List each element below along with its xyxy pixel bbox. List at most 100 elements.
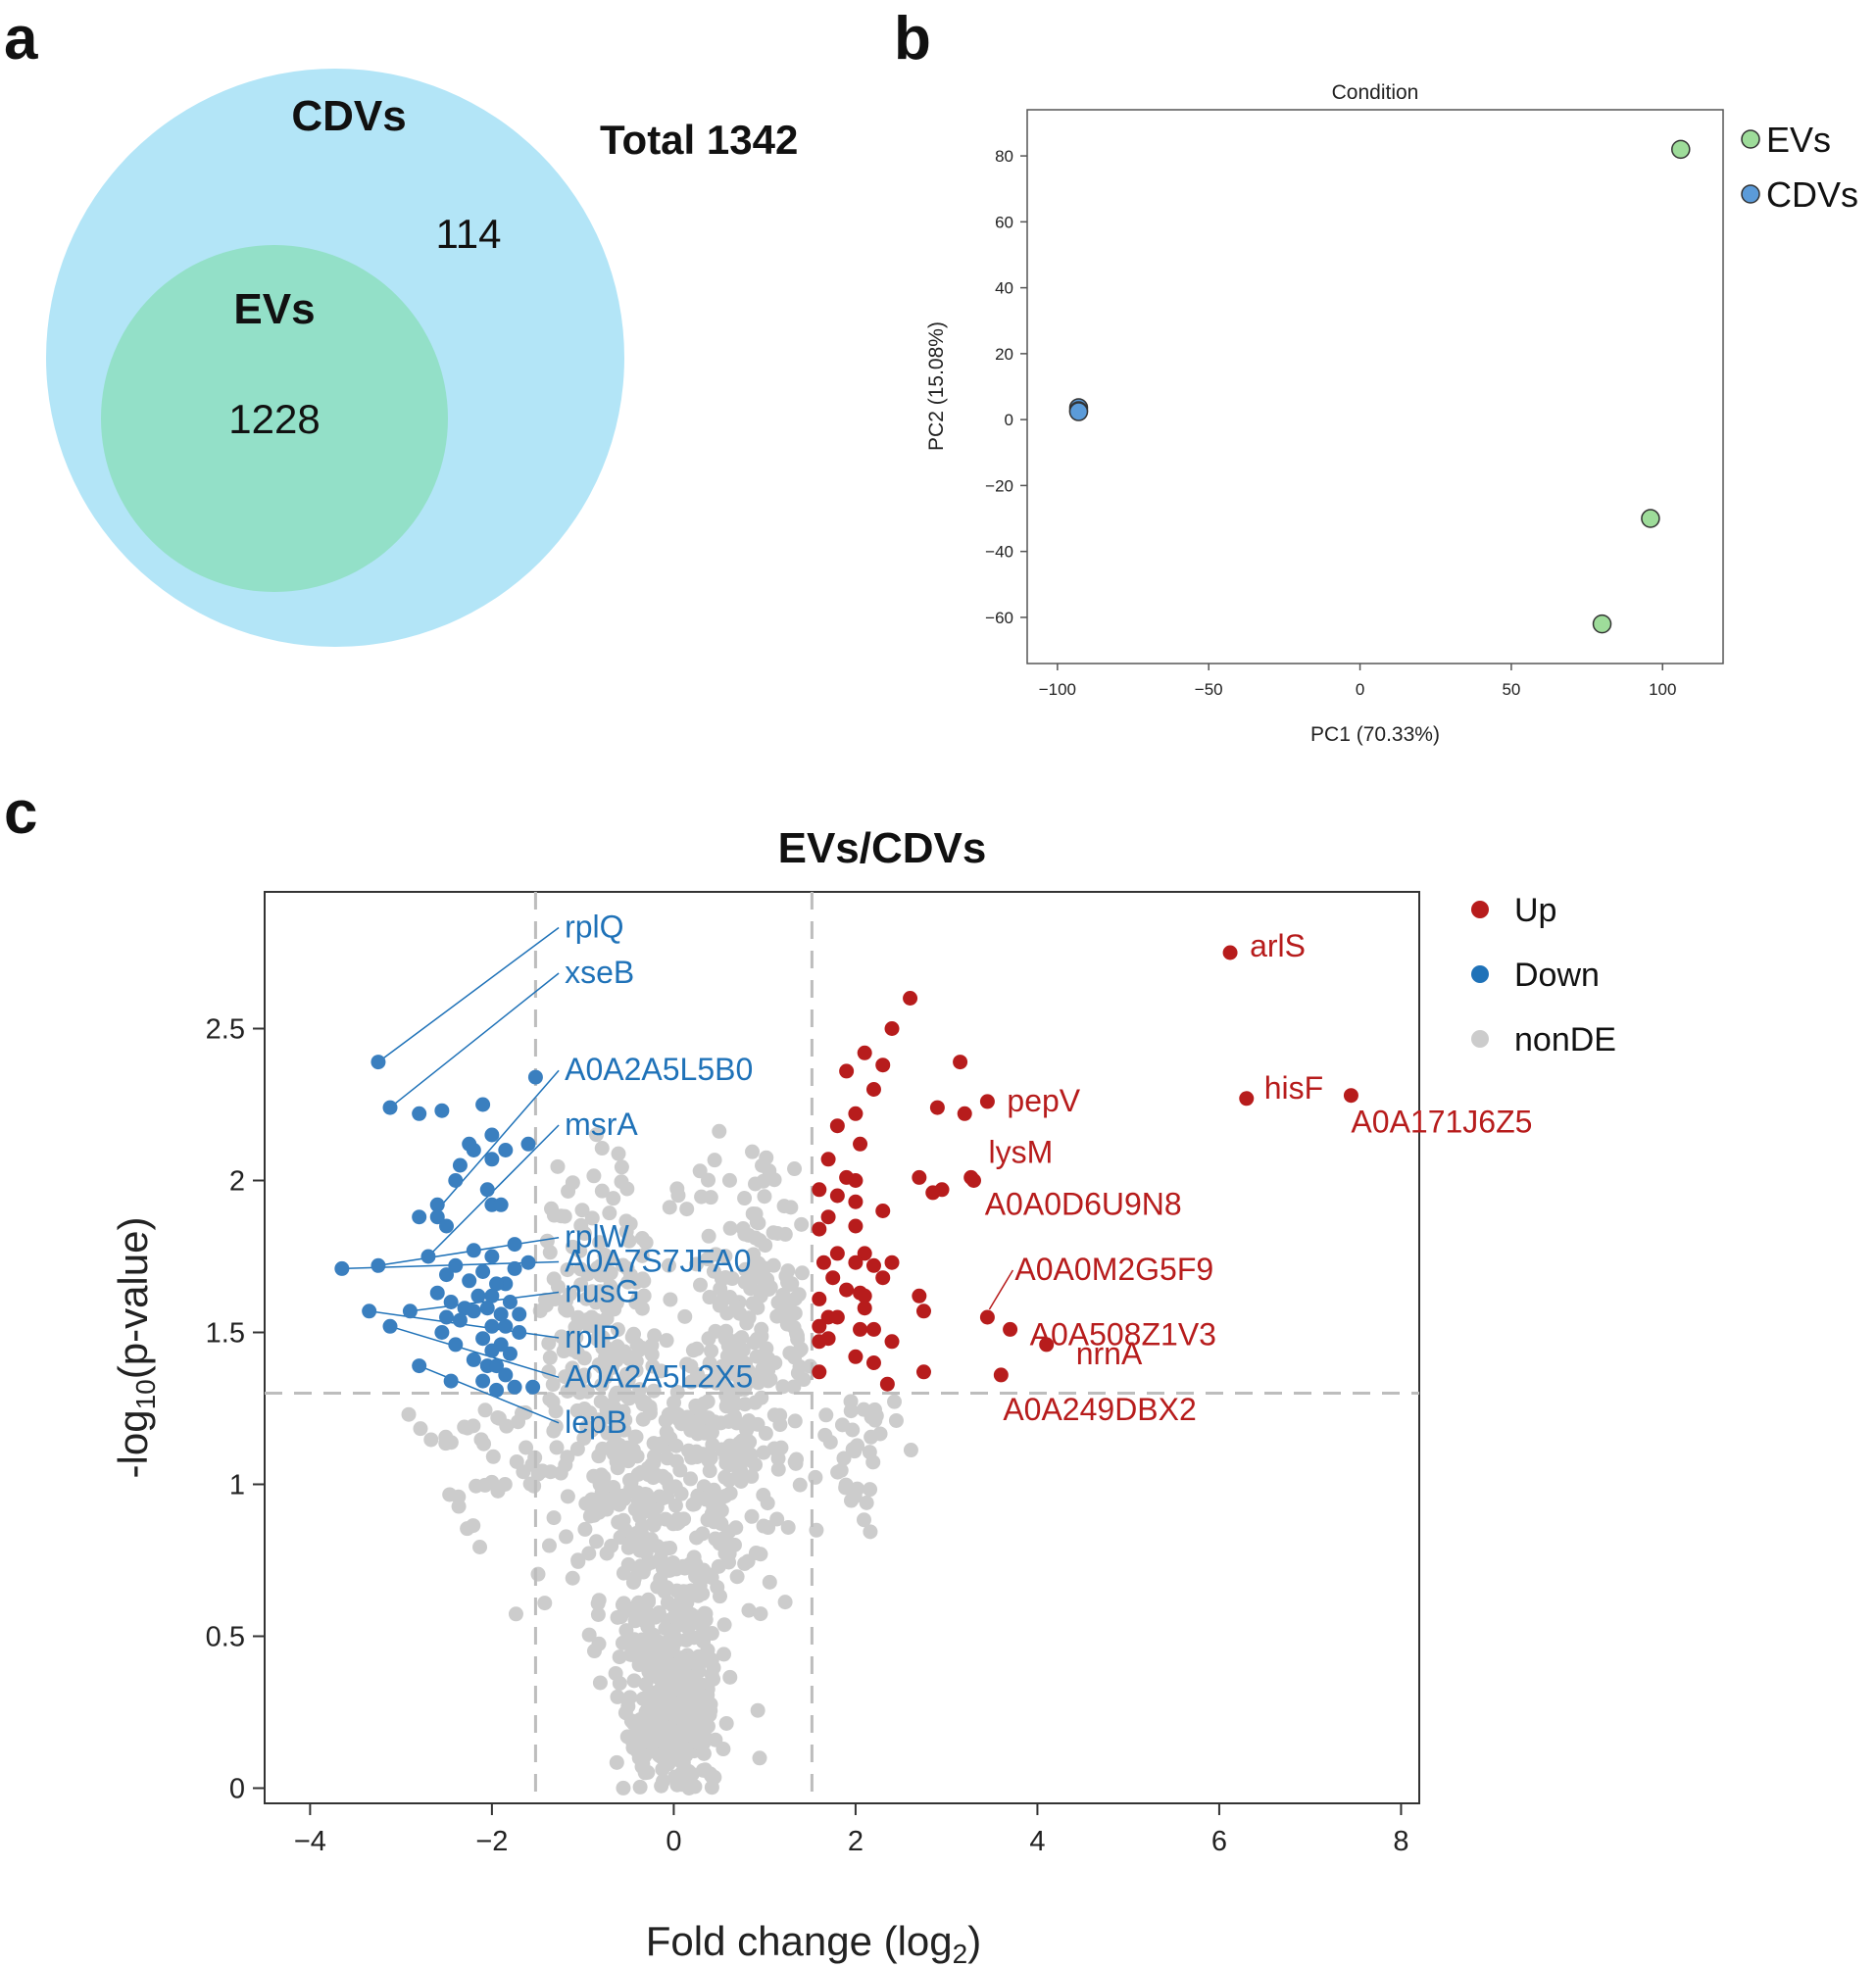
volcano-y-tick-label: 1.5 — [206, 1318, 245, 1350]
nonde-point — [573, 1261, 589, 1277]
nonde-point — [677, 1308, 693, 1324]
pca-y-tick-label: 60 — [995, 213, 1013, 231]
nonde-point — [485, 1449, 501, 1464]
nonde-point — [655, 1491, 670, 1506]
nonde-point — [620, 1556, 636, 1572]
up-point — [1039, 1337, 1055, 1353]
up-point — [848, 1194, 864, 1209]
down-point — [429, 1209, 445, 1225]
nonde-point — [769, 1225, 785, 1241]
nonde-point — [638, 1499, 654, 1514]
nonde-point — [551, 1279, 567, 1295]
nonde-point — [565, 1239, 580, 1255]
nonde-point — [834, 1417, 850, 1433]
up-point — [829, 1118, 845, 1134]
nonde-point — [745, 1144, 761, 1159]
nonde-point — [675, 1558, 691, 1574]
nonde-point — [546, 1510, 562, 1526]
nonde-point — [591, 1636, 607, 1651]
nonde-point — [617, 1705, 633, 1721]
pca-point-cdvs — [1068, 402, 1089, 421]
nonde-point — [689, 1341, 705, 1356]
nonde-point — [817, 1427, 833, 1443]
pca-y-tick-label: −40 — [985, 543, 1013, 562]
leader-line-A0A0M2G5F9 — [988, 1269, 1014, 1310]
nonde-point — [578, 1496, 594, 1511]
nonde-point — [611, 1146, 626, 1161]
up-point — [857, 1045, 872, 1060]
pca-y-tick-label: −60 — [985, 609, 1013, 627]
nonde-point — [689, 1400, 705, 1415]
down-point — [502, 1295, 518, 1309]
nonde-point — [549, 1440, 565, 1455]
pca-point-evs — [1671, 139, 1691, 160]
nonde-point — [688, 1444, 704, 1459]
nonde-point — [707, 1414, 722, 1430]
nonde-point — [604, 1360, 619, 1376]
nonde-point — [703, 1702, 718, 1718]
nonde-point — [592, 1675, 608, 1691]
nonde-point — [721, 1172, 737, 1188]
nonde-point — [758, 1426, 773, 1442]
up-point — [857, 1288, 872, 1304]
nonde-point — [760, 1271, 775, 1287]
nonde-point — [690, 1703, 706, 1719]
panel-label-b: b — [894, 5, 931, 73]
nonde-point — [722, 1220, 738, 1236]
nonde-point — [634, 1248, 650, 1263]
down-point — [520, 1136, 536, 1152]
nonde-point — [589, 1331, 605, 1347]
nonde-point — [700, 1512, 716, 1528]
nonde-point — [626, 1533, 642, 1549]
nonde-point — [836, 1451, 852, 1466]
nonde-point — [712, 1298, 727, 1313]
nonde-point — [620, 1453, 636, 1469]
nonde-point — [747, 1395, 763, 1410]
down-point — [429, 1285, 445, 1301]
up-point — [848, 1106, 864, 1121]
nonde-point — [695, 1586, 711, 1601]
nonde-point — [592, 1235, 608, 1251]
down-point — [443, 1295, 459, 1309]
nonde-point — [698, 1690, 714, 1705]
volcano-x-axis-label: Fold change (log2) — [646, 1918, 981, 1968]
gene-label-A0A508Z1V3: A0A508Z1V3 — [1030, 1316, 1216, 1352]
down-point — [479, 1301, 495, 1316]
nonde-point — [586, 1168, 602, 1184]
nonde-point — [616, 1512, 631, 1528]
nonde-point — [787, 1305, 803, 1321]
up-point — [820, 1152, 836, 1167]
nonde-point — [716, 1647, 732, 1662]
down-point — [420, 1249, 436, 1264]
nonde-point — [522, 1476, 538, 1492]
nonde-point — [563, 1286, 578, 1302]
volcano-x-tick-label: 6 — [1211, 1826, 1227, 1857]
ev-circle — [101, 245, 448, 592]
legend-label-down: Down — [1514, 957, 1600, 994]
nonde-point — [691, 1648, 707, 1664]
nonde-point — [548, 1418, 564, 1434]
nonde-point — [638, 1677, 654, 1693]
down-point — [484, 1343, 500, 1358]
nonde-point — [589, 1127, 605, 1143]
up-point — [1222, 945, 1238, 960]
pca-y-tick-label: 80 — [995, 147, 1013, 166]
pca-x-ticks: −100 −50 0 50 100 — [1039, 664, 1676, 699]
volcano-x-tick-label: −2 — [475, 1826, 508, 1857]
up-point — [979, 1094, 995, 1109]
nonde-point — [413, 1421, 428, 1437]
nonde-point — [570, 1553, 586, 1569]
nonde-point — [756, 1488, 771, 1503]
down-point — [448, 1337, 464, 1353]
nonde-point — [469, 1478, 484, 1494]
down-point — [507, 1237, 522, 1253]
up-point — [1343, 1088, 1358, 1104]
nonde-point — [624, 1734, 640, 1749]
down-point — [434, 1103, 450, 1118]
nonde-point — [756, 1518, 771, 1534]
nonde-point — [656, 1718, 671, 1734]
nonde-point — [649, 1733, 665, 1748]
nonde-point — [594, 1141, 610, 1156]
down-point — [412, 1209, 427, 1225]
pca-legend-marker-cdvs — [1741, 184, 1760, 204]
